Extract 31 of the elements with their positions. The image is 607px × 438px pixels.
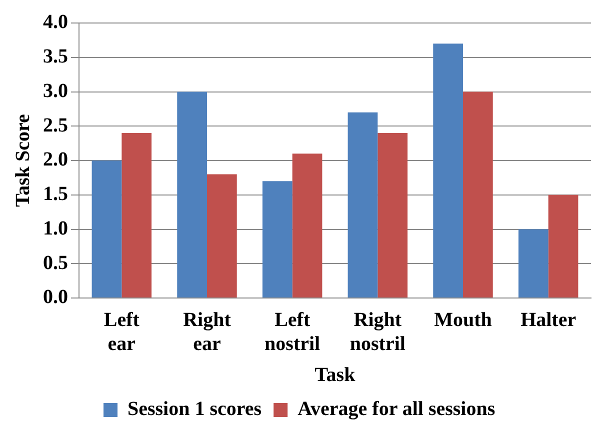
x-tick-label: Right nostril [350, 309, 406, 356]
y-tick-label: 3.0 [43, 80, 68, 102]
bar [262, 181, 292, 298]
x-tick-label: Left nostril [264, 309, 321, 356]
bar [92, 160, 122, 298]
y-tick-label: 0.5 [43, 252, 68, 274]
bar [433, 44, 463, 298]
y-tick-label: 4.0 [43, 11, 68, 34]
legend-label: Session 1 scores [127, 398, 262, 420]
y-axis-title: Task Score [12, 114, 34, 207]
y-tick-label: 1.5 [43, 183, 68, 206]
y-tick-label: 1.0 [43, 217, 68, 240]
x-axis-title: Task [314, 364, 356, 386]
bar [518, 229, 548, 298]
y-tick-label: 0.0 [43, 286, 68, 308]
bar [463, 92, 493, 298]
y-tick-label: 2.5 [43, 114, 68, 136]
x-tick-label: Mouth [434, 309, 492, 332]
bar [292, 154, 322, 298]
bar [122, 133, 152, 298]
x-tick-label: Left ear [104, 309, 140, 356]
bar [548, 194, 578, 298]
bar [378, 133, 408, 298]
bar [177, 92, 207, 298]
y-tick-label: 2.0 [43, 148, 68, 171]
x-tick-label: Right ear [183, 309, 232, 356]
x-tick-label: Halter [520, 309, 576, 332]
bar [207, 174, 237, 298]
legend-label: Average for all sessions [298, 398, 496, 420]
y-tick-label: 3.5 [43, 46, 68, 68]
bar [348, 112, 378, 298]
